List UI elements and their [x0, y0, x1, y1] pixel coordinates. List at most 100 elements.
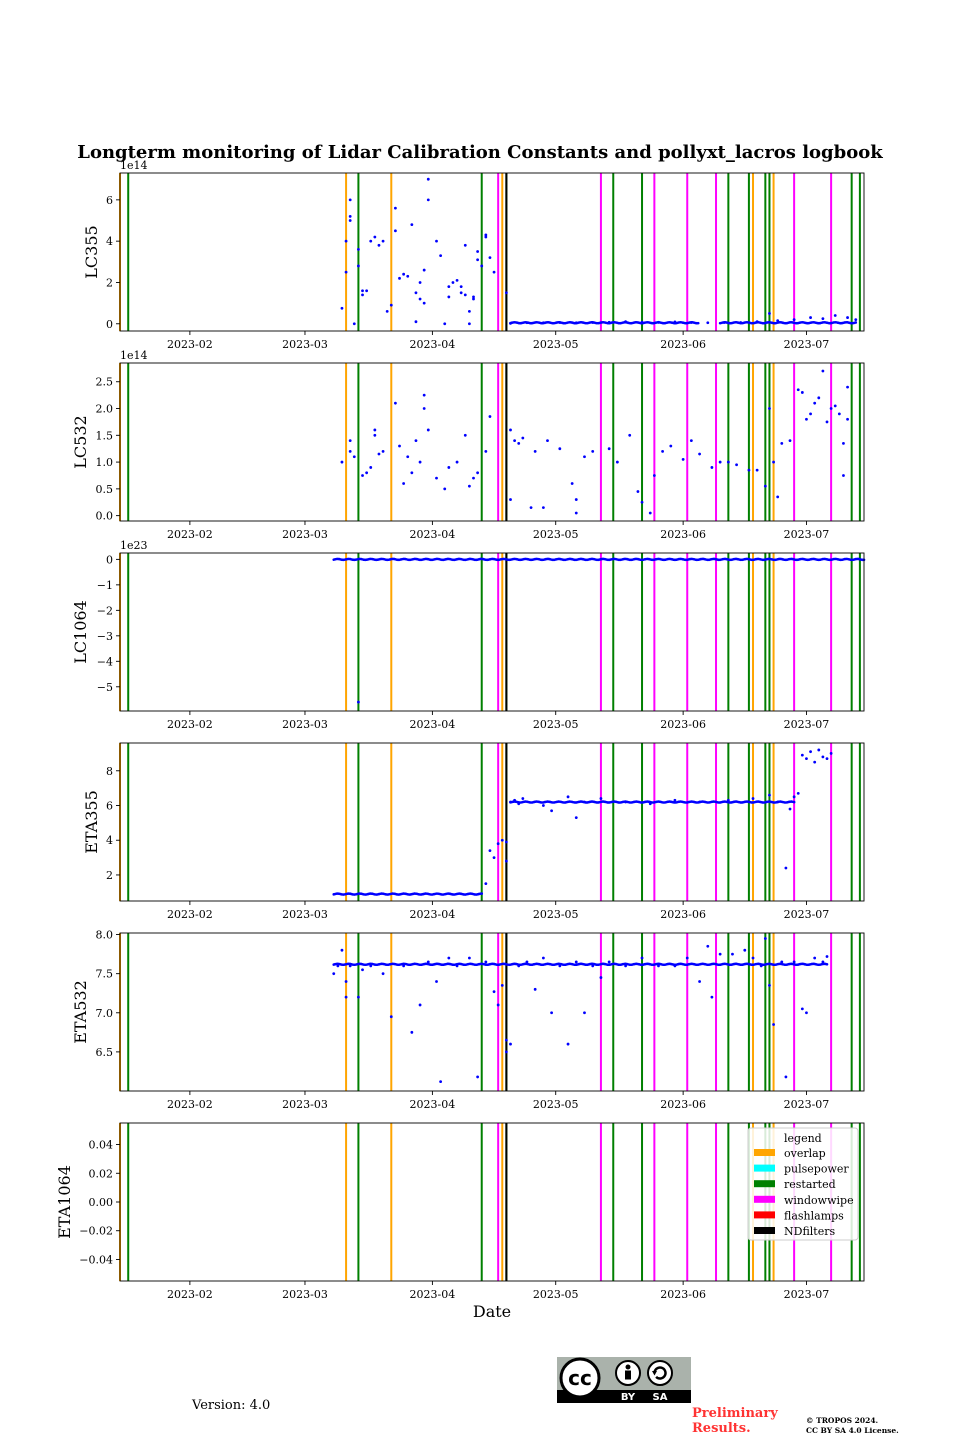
data-point	[385, 309, 389, 313]
data-point	[484, 449, 488, 453]
data-point	[336, 964, 340, 968]
panel-eta355: 2 4 6 8 2023-02 2023-03 2023-04 2023-05 2023-06 2…	[82, 742, 865, 921]
data-point	[541, 956, 545, 960]
data-point	[352, 455, 356, 459]
data-point	[747, 468, 751, 472]
y-tick-label: −0.02	[79, 1225, 113, 1238]
data-point	[776, 800, 780, 804]
data-point	[821, 755, 825, 759]
data-point	[496, 842, 500, 846]
data-point	[344, 980, 348, 983]
data-point	[435, 476, 438, 480]
x-tick-label: 2023-05	[533, 1098, 579, 1111]
data-point	[825, 757, 829, 761]
data-point	[361, 968, 364, 972]
x-tick-label: 2023-06	[660, 718, 706, 731]
data-point	[484, 233, 488, 237]
data-point	[361, 289, 364, 293]
data-point	[521, 436, 525, 440]
data-point	[706, 944, 710, 948]
x-tick-label: 2023-02	[167, 1288, 213, 1301]
data-point	[607, 320, 611, 324]
data-point	[467, 322, 471, 326]
data-point	[426, 960, 430, 964]
data-point	[788, 439, 792, 443]
legend-label: overlap	[784, 1147, 826, 1160]
data-point	[800, 1007, 804, 1011]
data-point	[759, 964, 763, 968]
x-tick-label: 2023-04	[410, 528, 456, 541]
y-axis-label: ETA355	[82, 790, 101, 854]
data-point	[488, 415, 492, 418]
data-point	[373, 433, 377, 437]
data-point	[381, 972, 385, 976]
y-tick-label: 0.5	[96, 483, 114, 496]
data-point	[463, 433, 467, 437]
data-point	[772, 460, 775, 464]
data-point	[348, 214, 352, 218]
panel-lc1064: 0 −1 −2 −3 −4 −5 2023-02 2023-03 2023-04 2023-05 2…	[71, 539, 866, 731]
data-point	[784, 866, 788, 870]
data-point	[821, 960, 825, 964]
x-tick-label: 2023-03	[282, 908, 328, 921]
data-point	[718, 952, 722, 956]
y-tick-label: 1.5	[96, 429, 114, 442]
data-point	[492, 856, 496, 859]
x-tick-label: 2023-04	[410, 908, 456, 921]
data-point	[739, 321, 743, 324]
data-point	[768, 793, 771, 797]
data-point	[570, 482, 574, 485]
x-tick-label: 2023-07	[784, 718, 830, 731]
data-point	[796, 388, 800, 392]
legend-swatch-flashlamps	[754, 1211, 775, 1219]
data-point	[480, 264, 484, 268]
data-point	[574, 511, 578, 515]
data-point	[344, 270, 348, 274]
legend-title: legend	[784, 1132, 822, 1145]
data-point	[480, 892, 484, 895]
data-point	[504, 1050, 508, 1054]
data-point	[484, 960, 488, 964]
data-point	[825, 955, 829, 958]
data-point	[513, 439, 517, 443]
data-point	[800, 391, 804, 394]
panel-lc355: 0 2 4 6 2023-02 2023-03 2023-04 2023-05 2023-06 2…	[82, 159, 865, 351]
data-point	[455, 278, 459, 282]
y-tick-label: −0.04	[79, 1253, 113, 1266]
x-tick-label: 2023-03	[282, 338, 328, 351]
data-point	[726, 460, 730, 464]
data-point	[809, 750, 812, 754]
data-point	[541, 321, 545, 325]
data-point	[439, 254, 443, 258]
data-point	[369, 964, 373, 968]
data-point	[698, 980, 701, 983]
data-point	[825, 420, 829, 424]
legend-box	[747, 1127, 859, 1241]
data-point	[583, 1011, 586, 1015]
data-point	[768, 312, 771, 315]
data-point	[348, 219, 352, 222]
data-point	[558, 321, 562, 324]
data-point	[406, 455, 410, 459]
data-point	[340, 306, 344, 310]
data-point	[418, 1003, 422, 1007]
data-point	[546, 439, 549, 443]
data-point	[426, 177, 430, 181]
data-point	[685, 956, 689, 960]
data-point	[628, 433, 632, 437]
x-tick-label: 2023-06	[660, 1098, 706, 1111]
y-axis-label: LC1064	[71, 600, 90, 664]
data-point	[821, 317, 825, 321]
panel-lc532: 0.0 0.5 1.0 1.5 2.0 2.5 2023-02 2023-03 2023-04 2…	[71, 349, 865, 541]
legend-label: flashlamps	[784, 1209, 844, 1222]
data-point	[768, 984, 771, 987]
data-point	[447, 466, 451, 469]
data-point	[357, 264, 360, 268]
data-point	[788, 807, 792, 811]
data-point	[718, 460, 722, 464]
data-point	[533, 449, 537, 453]
data-point	[488, 849, 492, 853]
data-point	[509, 428, 512, 432]
